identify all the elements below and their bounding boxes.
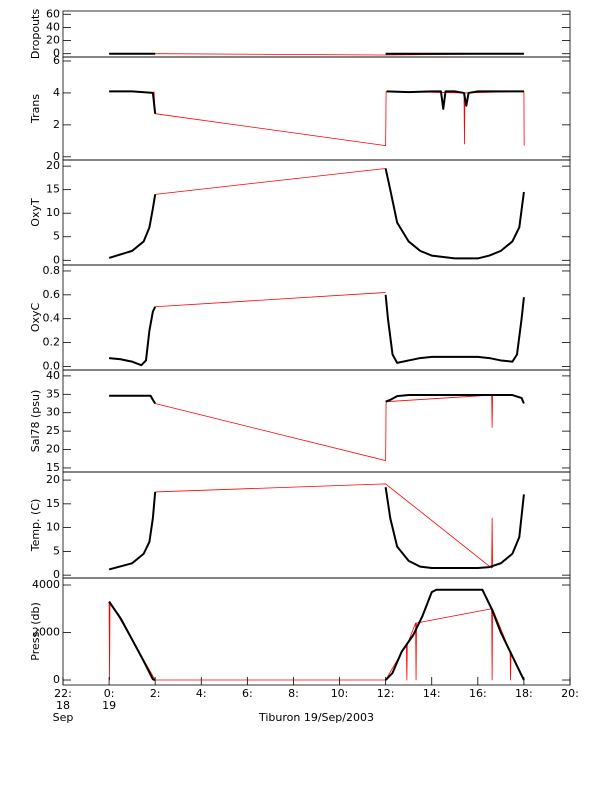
x-tick-sublabel: 18 [56, 699, 70, 712]
y-tick-label: 0.0 [43, 359, 61, 372]
y-tick-label: 0 [53, 253, 60, 266]
y-tick-label: 0.2 [43, 336, 61, 349]
y-tick-label: 2000 [32, 626, 60, 639]
x-tick-label: 12: [377, 687, 395, 700]
y-tick-label: 15 [46, 183, 60, 196]
x-tick-label: 2: [150, 687, 161, 700]
x-tick-label: 22: [54, 687, 72, 700]
panel-frame [62, 264, 571, 371]
y-axis-label: OxyT [29, 198, 42, 227]
x-tick-label: 6: [242, 687, 253, 700]
panel-frame [62, 159, 571, 266]
y-tick-label: 0 [53, 150, 60, 163]
y-tick-label: 0 [53, 568, 60, 581]
x-tick-label: 4: [196, 687, 207, 700]
y-tick-label: 15 [46, 497, 60, 510]
data-line [108, 487, 525, 571]
data-line [155, 394, 493, 461]
panel-frame [62, 10, 571, 58]
y-tick-label: 0 [53, 673, 60, 686]
y-tick-label: 0.4 [43, 312, 61, 325]
data-line [155, 292, 386, 308]
y-tick-label: 20 [46, 443, 60, 456]
data-line [108, 588, 525, 681]
y-axis-label: Sal78 (psu) [29, 390, 42, 453]
panel-frame [62, 471, 571, 579]
y-tick-label: 10 [46, 206, 60, 219]
y-tick-label: 40 [46, 20, 60, 33]
y-tick-label: 0 [53, 47, 60, 60]
y-axis-label: Dropouts [29, 9, 42, 59]
y-tick-label: 2 [53, 118, 60, 131]
data-line [108, 294, 525, 367]
x-tick-label: 0: [104, 687, 115, 700]
y-axis-label: Temp. (C) [29, 499, 42, 553]
y-tick-label: 4000 [32, 578, 60, 591]
y-tick-label: 15 [46, 461, 60, 474]
y-tick-label: 5 [53, 230, 60, 243]
y-tick-label: 0.8 [43, 264, 61, 277]
data-line [155, 483, 493, 569]
y-tick-label: 6 [53, 54, 60, 67]
data-line [155, 168, 386, 195]
data-line [109, 394, 525, 405]
x-tick-label: 8: [288, 687, 299, 700]
y-axis-label: Press. (db) [29, 602, 42, 661]
y-axis-label: Trans [29, 94, 42, 124]
x-tick-label: 16: [469, 687, 487, 700]
y-tick-label: 20 [46, 473, 60, 486]
x-tick-label: 10: [331, 687, 349, 700]
y-tick-label: 5 [53, 544, 60, 557]
x-axis-label: Tiburon 19/Sep/2003 [258, 711, 374, 724]
y-tick-label: 40 [46, 369, 60, 382]
data-line [153, 90, 525, 147]
panel-frame [62, 577, 571, 686]
x-tick-sublabel: Sep [53, 711, 74, 724]
y-tick-label: 20 [46, 159, 60, 172]
y-tick-label: 35 [46, 387, 60, 400]
data-line [108, 601, 512, 681]
y-tick-label: 25 [46, 424, 60, 437]
data-line [108, 168, 525, 260]
x-tick-sublabel: 19 [102, 699, 116, 712]
x-tick-label: 14: [423, 687, 441, 700]
y-tick-label: 10 [46, 521, 60, 534]
y-axis-label: OxyC [29, 303, 42, 333]
y-tick-label: 4 [53, 86, 60, 99]
data-line [109, 90, 524, 114]
y-tick-label: 0.6 [43, 288, 61, 301]
panel-frame [62, 369, 571, 473]
y-tick-label: 20 [46, 34, 60, 47]
panel-frame [62, 56, 571, 161]
y-tick-label: 30 [46, 406, 60, 419]
y-tick-label: 60 [46, 7, 60, 20]
x-tick-label: 20: [561, 687, 579, 700]
x-tick-label: 18: [515, 687, 533, 700]
